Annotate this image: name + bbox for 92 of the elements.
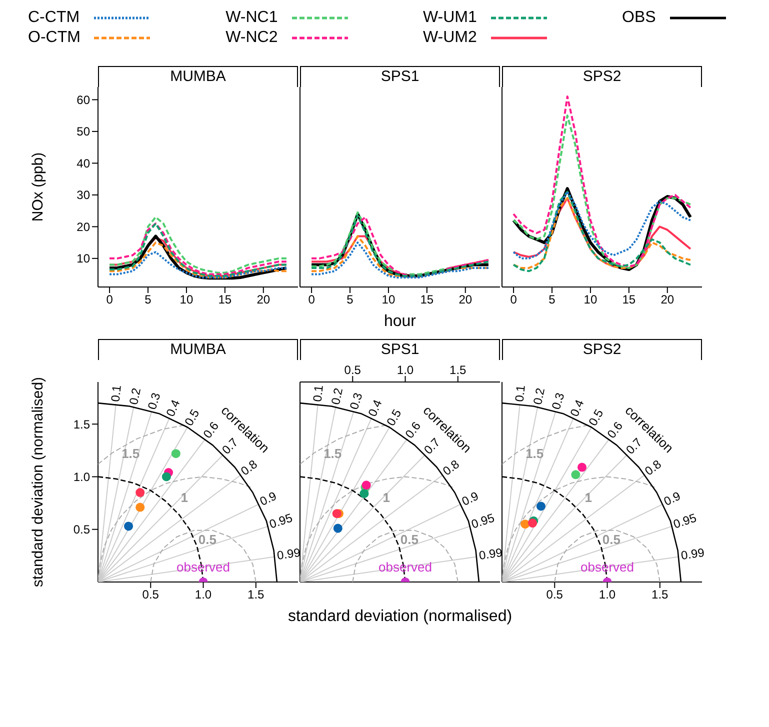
annotation: 0.6 [200, 418, 222, 441]
chart-title: SPS1 [300, 339, 500, 360]
annotation: observed [176, 559, 230, 574]
y-tick-label: 60 [76, 92, 90, 107]
annotation: 0.99 [478, 545, 504, 563]
legend-label: W-NC2 [226, 29, 278, 47]
annotation: 0.8 [440, 456, 462, 478]
x-tick-label: 0.5 [142, 588, 160, 602]
x-tick-label: 20 [660, 292, 674, 307]
x-tick-label: 15 [218, 292, 232, 307]
x-tick-label: 10 [382, 292, 396, 307]
annotation: 0.5 [198, 532, 217, 548]
x2-tick-label: 0.5 [344, 363, 362, 377]
annotation: 0.8 [642, 456, 664, 478]
annotation: 0.2 [328, 386, 346, 406]
x-tick-label: 1.0 [598, 588, 616, 602]
annotation: 0.5 [400, 532, 419, 548]
x-tick-label: 5 [144, 292, 152, 307]
x-tick-label: 5 [346, 292, 354, 307]
annotation: 1.5 [324, 446, 342, 461]
y-tick-label: 40 [76, 156, 90, 170]
annotation: 0.9 [460, 488, 481, 509]
annotation: 0.4 [163, 397, 183, 419]
annotation: 0.3 [548, 390, 568, 412]
x-tick-label: 0.5 [546, 588, 564, 602]
x-tick-label: 1.0 [194, 588, 212, 602]
annotation: 0.2 [126, 386, 144, 406]
annotation: observed [580, 559, 634, 574]
annotation: 1.5 [526, 446, 544, 461]
x-tick-label: 15 [622, 292, 636, 307]
chart-title: MUMBA [98, 339, 298, 360]
y-axis-title: NOx (ppb) [30, 152, 46, 222]
annotation: 0.1 [512, 384, 528, 402]
annotation: 1 [382, 490, 390, 505]
annotation: 1.5 [122, 446, 140, 461]
y-axis-title: standard deviation (normalised) [30, 376, 46, 588]
x2-tick-label: 1.5 [450, 363, 467, 377]
annotation: 0.1 [310, 384, 326, 402]
x-tick-label: 0 [106, 292, 114, 307]
chart-title: SPS2 [502, 66, 702, 87]
y-tick-label: 30 [76, 188, 90, 202]
annotation: 1 [584, 490, 592, 505]
chart-title: SPS2 [502, 339, 702, 360]
x-tick-label: 0 [308, 292, 316, 307]
annotation: 0.8 [238, 456, 260, 478]
x-tick-label: 0 [510, 292, 518, 307]
x-axis-title: hour [384, 313, 416, 331]
legend-label: C-CTM [28, 9, 80, 27]
annotation: 0.6 [604, 418, 626, 441]
annotation: 0.1 [108, 384, 124, 402]
annotation: 0.6 [402, 418, 424, 441]
x-tick-label: 10 [584, 292, 598, 307]
annotation: 1 [180, 490, 188, 505]
legend-label: O-CTM [28, 29, 80, 47]
y-tick-label: 0.5 [73, 522, 90, 537]
x-tick-label: 20 [458, 292, 472, 307]
annotation: 0.9 [258, 488, 279, 509]
chart-title: SPS1 [300, 66, 500, 87]
x-tick-label: 20 [256, 292, 270, 307]
x-tick-label: 1.5 [652, 588, 669, 602]
annotation: 0.99 [276, 545, 302, 563]
x-tick-label: 5 [548, 292, 556, 307]
annotation: 0.9 [662, 488, 683, 509]
annotation: 0.95 [470, 510, 496, 532]
y-tick-label: 50 [76, 124, 90, 139]
legend-label: W-UM1 [422, 9, 477, 27]
chart-title: MUMBA [98, 66, 298, 87]
annotation: 0.99 [680, 545, 706, 563]
legend-label: W-UM2 [422, 29, 477, 47]
annotation: 0.4 [365, 397, 385, 419]
y-tick-label: 20 [76, 220, 90, 234]
y-tick-label: 1.0 [73, 470, 90, 484]
x-tick-label: 15 [420, 292, 434, 307]
annotation: 0.2 [530, 386, 548, 406]
y-tick-label: 1.5 [73, 417, 90, 432]
annotation: observed [378, 559, 432, 574]
annotation: 0.5 [182, 406, 202, 428]
annotation: 0.4 [567, 397, 587, 419]
legend-label: OBS [622, 9, 656, 27]
x-tick-label: 1.5 [248, 588, 265, 602]
annotation: 0.5 [602, 532, 621, 548]
x2-tick-label: 1.0 [396, 363, 414, 377]
annotation: 0.95 [672, 510, 698, 532]
annotation: 0.5 [384, 406, 404, 428]
annotation: 0.3 [144, 390, 164, 412]
x-tick-label: 10 [180, 292, 194, 307]
annotation: 0.95 [268, 510, 294, 532]
annotation: 0.5 [586, 406, 606, 428]
legend-label: W-NC1 [226, 9, 278, 27]
annotation: 0.3 [346, 390, 366, 412]
y-tick-label: 10 [76, 252, 90, 266]
x-axis-title: standard deviation (normalised) [288, 608, 512, 626]
